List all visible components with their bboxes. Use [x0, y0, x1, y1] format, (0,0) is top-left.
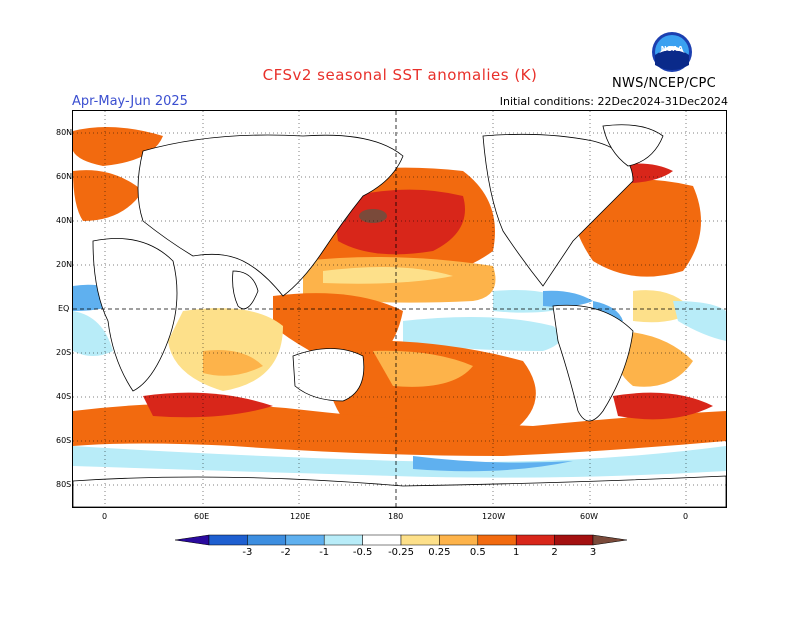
agency-label: NWS/NCEP/CPC — [612, 76, 717, 91]
colorbar-swatch — [362, 534, 402, 546]
forecast-period: Apr-May-Jun 2025 — [72, 94, 188, 109]
colorbar-swatch — [477, 534, 517, 546]
lon-label-60e: 60E — [194, 512, 210, 521]
lat-label-40s: 40S — [56, 392, 72, 401]
colorbar-label: -1 — [319, 547, 330, 558]
initial-conditions: Initial conditions: 22Dec2024-31Dec2024 — [499, 95, 728, 108]
lat-label-60n: 60N — [56, 172, 73, 181]
lon-label-180: 180 — [388, 512, 404, 521]
colorbar-swatch — [515, 534, 555, 546]
colorbar-label: 0.5 — [469, 547, 486, 558]
lat-label-60s: 60S — [56, 436, 72, 445]
lat-label-40n: 40N — [56, 216, 73, 225]
sst-anomaly-map — [72, 110, 727, 508]
lon-label-120w: 120W — [482, 512, 506, 521]
lat-lon-grid — [73, 111, 726, 507]
colorbar-swatch — [285, 534, 325, 546]
colorbar-label: 2 — [551, 547, 558, 558]
colorbar-swatch — [323, 534, 363, 546]
reference-lines — [73, 111, 726, 507]
colorbar-label: 0.25 — [428, 547, 451, 558]
noaa-logo: NOAA — [652, 32, 692, 72]
lon-label-60w: 60W — [580, 512, 599, 521]
colorbar-swatch — [400, 534, 440, 546]
colorbar-swatch — [554, 534, 594, 546]
colorbar-label: -0.25 — [388, 547, 414, 558]
colorbar-swatch — [247, 534, 287, 546]
lon-label-120e: 120E — [290, 512, 311, 521]
colorbar-label: -3 — [242, 547, 253, 558]
colorbar — [175, 534, 627, 546]
colorbar-label: 3 — [589, 547, 597, 558]
lat-label-20n: 20N — [56, 260, 73, 269]
colorbar-arrow-low — [175, 534, 210, 546]
lat-label-80n: 80N — [56, 128, 73, 137]
colorbar-arrow-high — [592, 534, 627, 546]
lon-label-0-east: 0 — [683, 512, 689, 521]
colorbar-label: -2 — [280, 547, 291, 558]
lat-label-eq: EQ — [58, 304, 70, 313]
colorbar-swatch — [208, 534, 248, 546]
colorbar-swatch — [439, 534, 479, 546]
lat-label-20s: 20S — [56, 348, 72, 357]
logo-text: NOAA — [661, 45, 684, 53]
map-title: CFSv2 seasonal SST anomalies (K) — [262, 66, 538, 84]
colorbar-label: -0.5 — [352, 547, 373, 558]
lon-label-0: 0 — [102, 512, 108, 521]
continents — [73, 124, 726, 507]
lat-label-80s: 80S — [56, 480, 72, 489]
colorbar-label: 1 — [513, 547, 520, 558]
